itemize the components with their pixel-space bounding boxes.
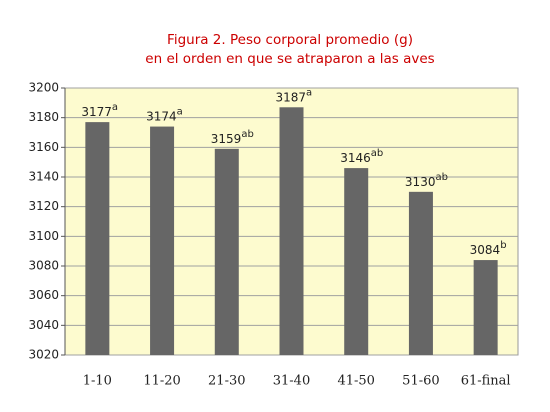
bar bbox=[344, 168, 369, 355]
x-tick-label: 1-10 bbox=[83, 374, 112, 389]
significance-letter: a bbox=[112, 102, 118, 113]
y-tick-label: 3060 bbox=[28, 288, 59, 302]
x-tick-label: 31-40 bbox=[273, 374, 310, 389]
bar bbox=[214, 148, 239, 355]
y-tick-label: 3200 bbox=[28, 81, 59, 95]
bar bbox=[85, 122, 110, 355]
value-label: 3130ab bbox=[405, 172, 448, 189]
y-tick-label: 3040 bbox=[28, 318, 59, 332]
value-number: 3159 bbox=[211, 131, 242, 145]
chart-title: en el orden en que se atraparon a las av… bbox=[145, 51, 434, 67]
y-tick-label: 3180 bbox=[28, 110, 59, 124]
significance-letter: a bbox=[306, 87, 312, 98]
value-number: 3177 bbox=[81, 105, 112, 119]
y-tick-label: 3020 bbox=[28, 348, 59, 362]
y-tick-label: 3160 bbox=[28, 140, 59, 154]
value-label: 3159ab bbox=[211, 129, 254, 146]
x-tick-label: 61-final bbox=[461, 374, 511, 389]
value-label: 3146ab bbox=[340, 148, 383, 165]
significance-letter: a bbox=[177, 107, 183, 118]
y-tick-label: 3120 bbox=[28, 199, 59, 213]
value-number: 3084 bbox=[470, 243, 501, 257]
significance-letter: b bbox=[500, 240, 506, 251]
value-label: 3187a bbox=[276, 87, 313, 104]
bar bbox=[408, 191, 433, 355]
significance-letter: ab bbox=[371, 148, 383, 159]
y-tick-label: 3140 bbox=[28, 170, 59, 184]
y-tick-label: 3100 bbox=[28, 229, 59, 243]
bar bbox=[473, 260, 498, 355]
value-label: 3174a bbox=[146, 107, 183, 124]
bar bbox=[150, 126, 175, 355]
value-label: 3084b bbox=[470, 240, 507, 256]
chart-title: Figura 2. Peso corporal promedio (g) bbox=[167, 32, 413, 48]
x-tick-label: 41-50 bbox=[337, 374, 374, 389]
x-tick-label: 21-30 bbox=[208, 374, 245, 389]
y-tick-label: 3080 bbox=[28, 259, 59, 273]
value-number: 3130 bbox=[405, 174, 436, 188]
x-tick-label: 51-60 bbox=[402, 374, 439, 389]
value-number: 3146 bbox=[340, 151, 371, 165]
value-label: 3177a bbox=[81, 102, 118, 119]
x-tick-label: 11-20 bbox=[143, 374, 180, 389]
value-number: 3187 bbox=[276, 90, 307, 104]
bar bbox=[279, 107, 304, 356]
significance-letter: ab bbox=[435, 172, 447, 183]
value-number: 3174 bbox=[146, 109, 177, 123]
significance-letter: ab bbox=[241, 129, 253, 140]
